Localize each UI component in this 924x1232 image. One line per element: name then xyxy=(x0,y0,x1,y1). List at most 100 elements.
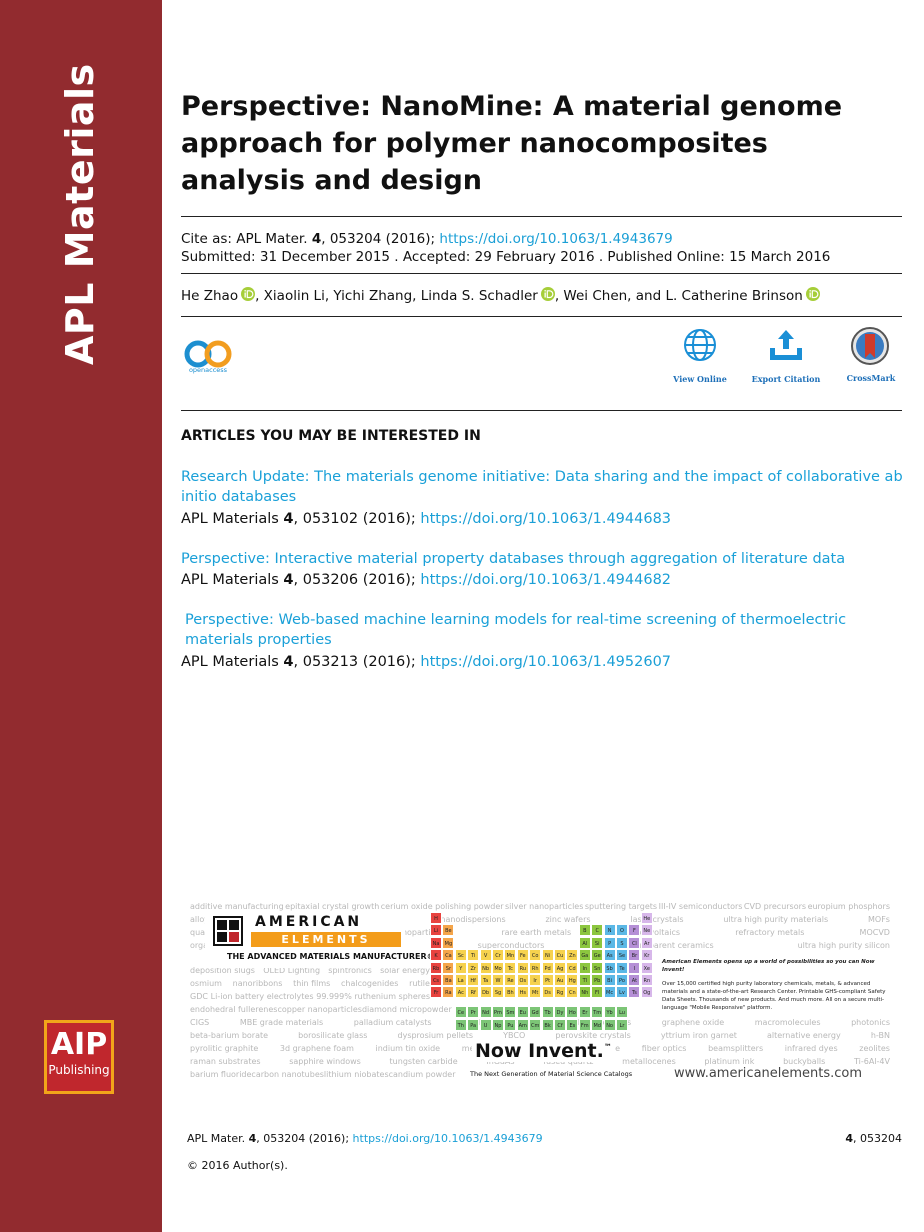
author: He Zhao xyxy=(181,288,239,304)
element: U xyxy=(479,1018,492,1031)
element: Mt xyxy=(529,986,542,999)
keyword: cerium oxide polishing powder xyxy=(380,902,504,911)
keyword: pyrolitic graphite xyxy=(190,1044,259,1053)
orcid-icon[interactable] xyxy=(241,287,256,301)
element: Kr xyxy=(640,949,653,962)
keyword: OLED Lighting xyxy=(263,966,321,975)
element: N xyxy=(603,924,616,937)
element: Li xyxy=(430,924,442,937)
keyword: beta-barium borate xyxy=(190,1031,269,1040)
element: Eu xyxy=(516,1006,529,1019)
element: Mo xyxy=(492,961,504,974)
keyword: zinc wafers xyxy=(545,915,591,924)
keyword: sputtering targets xyxy=(584,902,658,911)
cite-rest: , 053206 (2016); xyxy=(293,572,416,588)
related-title[interactable]: Perspective: Web-based machine learning … xyxy=(185,612,847,648)
doi-link[interactable]: https://doi.org/10.1063/1.4943679 xyxy=(439,231,673,247)
cite-rest: , 053213 (2016); xyxy=(293,654,416,670)
element: At xyxy=(628,974,641,986)
element: Bh xyxy=(504,986,517,999)
element: As xyxy=(603,949,616,962)
element: Rn xyxy=(640,974,653,986)
journal-name: APL Materials xyxy=(58,63,102,365)
keyword: buckyballs xyxy=(783,1057,826,1066)
element: Db xyxy=(479,986,492,999)
export-icon[interactable] xyxy=(766,328,806,364)
element: Nd xyxy=(479,1006,492,1019)
keyword: additive manufacturing xyxy=(190,902,284,911)
crossmark-icon[interactable] xyxy=(850,326,890,366)
doi-link[interactable]: https://doi.org/10.1063/1.4943679 xyxy=(352,1132,543,1145)
keyword: GDC xyxy=(190,992,208,1001)
keyword: osmium xyxy=(190,979,222,988)
doi-link[interactable]: https://doi.org/10.1063/1.4944682 xyxy=(420,572,672,588)
element: Fe xyxy=(516,949,529,962)
keyword: superconductors xyxy=(477,941,545,950)
doi-link[interactable]: https://doi.org/10.1063/1.4944683 xyxy=(420,511,672,527)
ad-url[interactable]: www.americanelements.com xyxy=(674,1066,863,1081)
related-title[interactable]: Perspective: Interactive material proper… xyxy=(181,551,846,567)
keyword-row: GDC Li-ion battery electrolytes 99.999% ru… xyxy=(190,992,430,1001)
journal: APL Materials xyxy=(181,511,279,527)
element: B xyxy=(578,924,591,937)
keyword: refractory metals xyxy=(735,928,805,937)
element: W xyxy=(492,974,504,986)
element: Mn xyxy=(504,949,517,962)
doi-link[interactable]: https://doi.org/10.1063/1.4952607 xyxy=(420,654,672,670)
element: Tm xyxy=(591,1006,604,1019)
element: Ta xyxy=(479,974,492,986)
orcid-icon[interactable] xyxy=(540,287,555,301)
keyword: endohedral fullerenes xyxy=(190,1005,278,1014)
keyword: alloys xyxy=(190,915,214,924)
view-online[interactable]: View Online xyxy=(673,374,727,384)
keyword: MOCVD xyxy=(859,928,890,937)
journal: APL Materials xyxy=(181,654,279,670)
crossmark[interactable]: CrossMark xyxy=(846,373,896,383)
element: Pm xyxy=(492,1006,504,1019)
element: Hf xyxy=(467,974,480,986)
element: Sg xyxy=(492,986,504,999)
related-cite: APL Materials 4, 053213 (2016); https://… xyxy=(181,654,671,670)
element: In xyxy=(578,961,591,974)
element: Po xyxy=(616,974,628,986)
element: Ba xyxy=(442,974,455,986)
related-title[interactable]: Research Update: The materials genome in… xyxy=(181,469,903,505)
cite-rest: , 053204 (2016); xyxy=(321,231,436,247)
globe-icon[interactable] xyxy=(683,328,717,362)
footer-cite: APL Mater. 4, 053204 (2016); https://doi… xyxy=(187,1132,543,1145)
orcid-icon[interactable] xyxy=(805,287,820,301)
rule xyxy=(181,410,902,411)
keyword: CIGS xyxy=(190,1018,210,1027)
export-citation[interactable]: Export Citation xyxy=(751,374,821,384)
keyword: lithium niobate xyxy=(323,1070,385,1079)
open-access-label: openaccess xyxy=(189,366,228,374)
element: Es xyxy=(566,1018,579,1031)
element: Dy xyxy=(554,1006,566,1019)
keyword: borosilicate glass xyxy=(298,1031,368,1040)
element: Ho xyxy=(566,1006,579,1019)
cite-prefix: APL Mater. xyxy=(187,1132,246,1145)
keyword: carbon nanotubes xyxy=(251,1070,324,1079)
keyword: alternative energy xyxy=(766,1031,841,1040)
keyword: photovoltaics xyxy=(626,928,681,937)
advertisement[interactable]: additive manufacturing epitaxial crystal … xyxy=(190,900,890,1085)
element: Ru xyxy=(516,961,529,974)
element: Pt xyxy=(541,974,554,986)
element: Te xyxy=(616,961,628,974)
keyword: CVD precursors xyxy=(743,902,807,911)
element: Sm xyxy=(504,1006,517,1019)
sidebar: APL Materials AIP Publishing xyxy=(0,0,162,1232)
cite-rest: , 053204 (2016); xyxy=(256,1132,350,1145)
copyright: © 2016 Author(s). xyxy=(187,1159,288,1172)
element: Co xyxy=(529,949,542,962)
element: Th xyxy=(454,1018,467,1031)
brand-bottom: ELEMENTS xyxy=(251,932,401,947)
volume: 4 xyxy=(311,231,322,247)
footer-page: 4, 053204 xyxy=(845,1132,902,1145)
keyword: epitaxial crystal growth xyxy=(285,902,380,911)
element: Xe xyxy=(640,961,653,974)
keyword: ultra high purity silicon xyxy=(797,941,890,950)
keyword: yttrium iron garnet xyxy=(660,1031,737,1040)
article-title: Perspective: NanoMine: A material genome… xyxy=(181,91,843,196)
